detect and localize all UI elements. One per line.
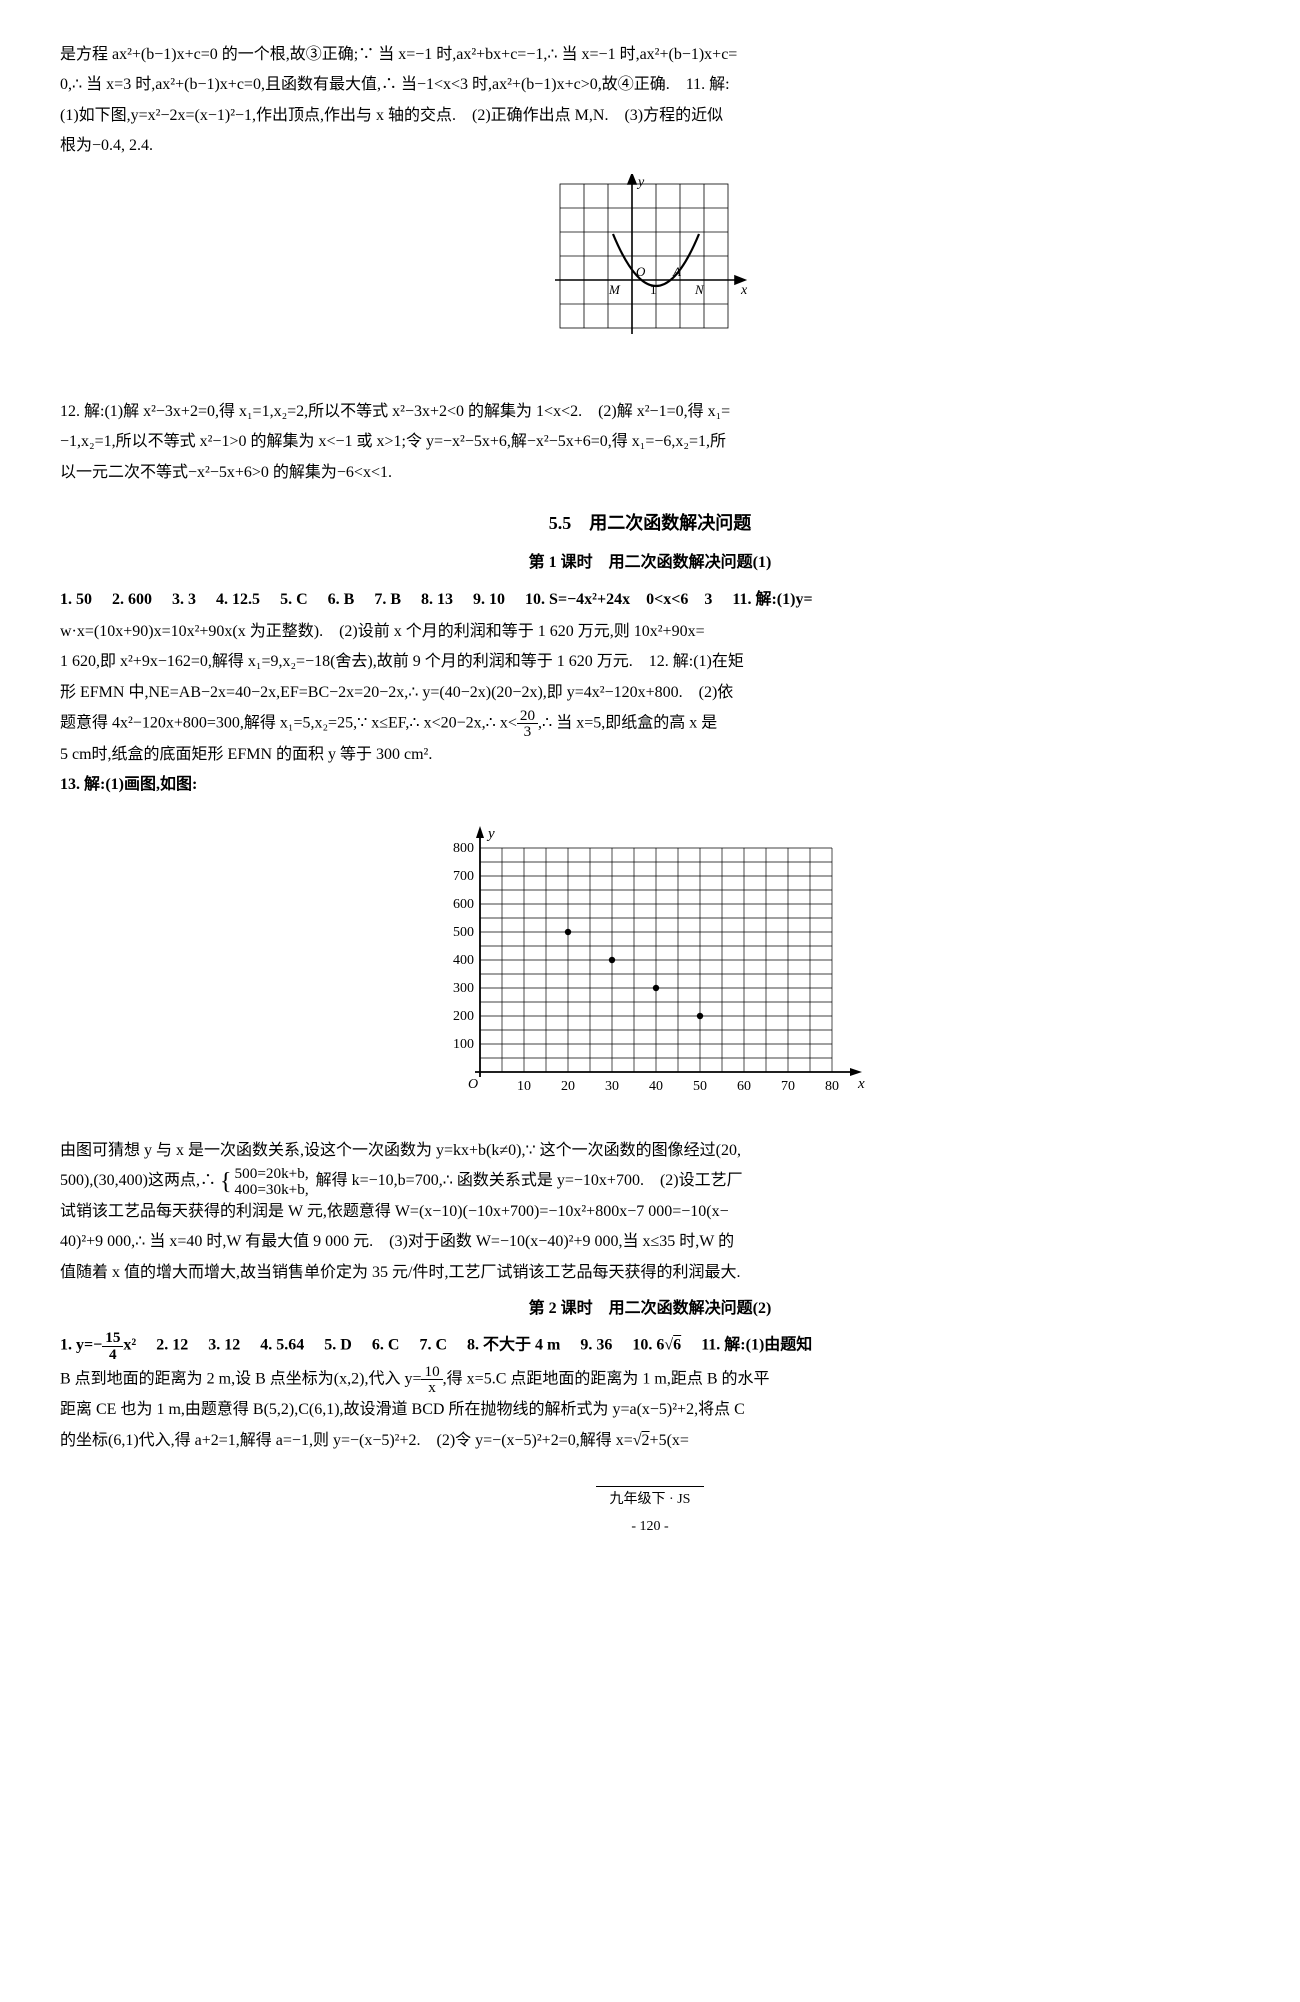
svg-text:y: y (486, 826, 495, 842)
answer: x² (123, 1337, 136, 1354)
svg-text:20: 20 (561, 1079, 575, 1094)
answer: 1. y=− (60, 1337, 102, 1354)
scatter-chart: 100 200 300 400 500 600 700 800 10 20 30 40 50… (60, 812, 1240, 1123)
subsection-title-1: 第 1 课时 用二次函数解决问题(1) (60, 548, 1240, 578)
answer: 7. B (374, 591, 401, 608)
answer: 5. C (280, 591, 308, 608)
answer: 4. 5.64 (260, 1337, 304, 1354)
y-axis-label: y (636, 175, 645, 190)
svg-text:40: 40 (649, 1079, 663, 1094)
point-m-label: M (608, 282, 621, 297)
svg-text:O: O (468, 1077, 478, 1092)
text: 解得 k=−10,b=700,∴ 函数关系式是 y=−10x+700. (2)设… (316, 1172, 743, 1189)
text: −1,x₂=1,所以不等式 x²−1>0 的解集为 x<−1 或 x>1;令 y… (60, 433, 726, 450)
question-12: 12. 解:(1)解 x²−3x+2=0,得 x₁=1,x₂=2,所以不等式 x… (60, 397, 1240, 488)
svg-text:200: 200 (453, 1009, 474, 1024)
svg-text:70: 70 (781, 1079, 795, 1094)
answer: 10. S=−4x²+24x 0<x<6 3 (525, 591, 712, 608)
svg-text:60: 60 (737, 1079, 751, 1094)
svg-text:x: x (857, 1076, 865, 1092)
svg-text:10: 10 (517, 1079, 531, 1094)
svg-text:80: 80 (825, 1079, 839, 1094)
text: 由图可猜想 y 与 x 是一次函数关系,设这个一次函数为 y=kx+b(k≠0)… (60, 1142, 741, 1159)
svg-text:600: 600 (453, 897, 474, 912)
text: 是方程 ax²+(b−1)x+c=0 的一个根,故③正确;∵ 当 x=−1 时,… (60, 46, 737, 63)
text: 形 EFMN 中,NE=AB−2x=40−2x,EF=BC−2x=20−2x,∴… (60, 684, 733, 701)
answers-block-2: 1. y=−154x² 2. 12 3. 12 4. 5.64 5. D 6. … (60, 1330, 1240, 1456)
fraction: 10x (421, 1364, 442, 1395)
answer: 6. C (372, 1337, 400, 1354)
point-n-label: N (694, 282, 705, 297)
text: 试销该工艺品每天获得的利润是 W 元,依题意得 W=(x−10)(−10x+70… (60, 1203, 729, 1220)
text: 13. 解:(1)画图,如图: (60, 776, 197, 793)
answer: 11. 解:(1)由题知 (701, 1337, 812, 1354)
svg-text:800: 800 (453, 841, 474, 856)
answer: 2. 600 (112, 591, 152, 608)
text: 0,∴ 当 x=3 时,ax²+(b−1)x+c=0,且函数有最大值,∴ 当−1… (60, 76, 730, 93)
text: 根为−0.4, 2.4. (60, 137, 153, 154)
text: B 点到地面的距离为 2 m,设 B 点坐标为(x,2),代入 y= (60, 1370, 421, 1387)
answer: 8. 不大于 4 m (467, 1337, 560, 1354)
answer: 1. 50 (60, 591, 92, 608)
answer: 4. 12.5 (216, 591, 260, 608)
paragraph-after-chart2: 由图可猜想 y 与 x 是一次函数关系,设这个一次函数为 y=kx+b(k≠0)… (60, 1136, 1240, 1288)
parabola-chart: y x O A M N 1 (60, 174, 1240, 385)
answer: 9. 36 (580, 1337, 612, 1354)
page-footer: 九年级下 · JS - 120 - (60, 1486, 1240, 1540)
answer: 10. 6 (632, 1337, 664, 1354)
answer: 5. D (324, 1337, 352, 1354)
answers-block-1: 1. 50 2. 600 3. 3 4. 12.5 5. C 6. B 7. B… (60, 585, 1240, 801)
answer: 7. C (419, 1337, 447, 1354)
text: 距离 CE 也为 1 m,由题意得 B(5,2),C(6,1),故设滑道 BCD… (60, 1401, 745, 1418)
answer: 8. 13 (421, 591, 453, 608)
sqrt: √2 (633, 1432, 650, 1449)
footer-grade: 九年级下 · JS (596, 1486, 705, 1514)
sqrt: √6 (664, 1337, 681, 1354)
answer: 11. 解:(1)y= (732, 591, 812, 608)
answer: 3. 12 (208, 1337, 240, 1354)
brace-system: 500=20k+b,400=30k+b, (232, 1166, 312, 1196)
answer: 9. 10 (473, 591, 505, 608)
text: 1 620,即 x²+9x−162=0,解得 x₁=9,x₂=−18(舍去),故… (60, 653, 744, 670)
text: 值随着 x 值的增大而增大,故当销售单价定为 35 元/件时,工艺厂试销该工艺品… (60, 1264, 740, 1281)
text: 以一元二次不等式−x²−5x+6>0 的解集为−6<x<1. (60, 464, 392, 481)
svg-text:100: 100 (453, 1037, 474, 1052)
answer: 6. B (328, 591, 355, 608)
text: 5 cm时,纸盒的底面矩形 EFMN 的面积 y 等于 300 cm². (60, 746, 432, 763)
svg-text:30: 30 (605, 1079, 619, 1094)
origin-label: O (636, 264, 646, 279)
svg-text:300: 300 (453, 981, 474, 996)
svg-text:400: 400 (453, 953, 474, 968)
x-axis-label: x (740, 283, 748, 298)
text: ,∴ 当 x=5,即纸盒的高 x 是 (538, 715, 717, 732)
point-a-label: A (672, 264, 681, 279)
section-title: 5.5 用二次函数解决问题 (60, 506, 1240, 540)
text: 500),(30,400)这两点,∴ (60, 1172, 216, 1189)
text: +5(x= (650, 1432, 689, 1449)
tick-1: 1 (650, 282, 657, 297)
svg-text:50: 50 (693, 1079, 707, 1094)
svg-text:500: 500 (453, 925, 474, 940)
svg-text:700: 700 (453, 869, 474, 884)
subsection-title-2: 第 2 课时 用二次函数解决问题(2) (60, 1294, 1240, 1324)
text: w·x=(10x+90)x=10x²+90x(x 为正整数). (2)设前 x … (60, 623, 705, 640)
text: ,得 x=5.C 点距地面的距离为 1 m,距点 B 的水平 (443, 1370, 770, 1387)
text: 40)²+9 000,∴ 当 x=40 时,W 有最大值 9 000 元. (3… (60, 1233, 734, 1250)
text: 的坐标(6,1)代入,得 a+2=1,解得 a=−1,则 y=−(x−5)²+2… (60, 1432, 633, 1449)
footer-page: - 120 - (631, 1519, 668, 1534)
answer: 2. 12 (156, 1337, 188, 1354)
text: 题意得 4x²−120x+800=300,解得 x₁=5,x₂=25,∵ x≤E… (60, 715, 517, 732)
text: 12. 解:(1)解 x²−3x+2=0,得 x₁=1,x₂=2,所以不等式 x… (60, 403, 730, 420)
fraction: 203 (517, 708, 538, 739)
answer: 3. 3 (172, 591, 196, 608)
fraction: 154 (102, 1330, 123, 1361)
text: (1)如下图,y=x²−2x=(x−1)²−1,作出顶点,作出与 x 轴的交点.… (60, 107, 723, 124)
paragraph-top: 是方程 ax²+(b−1)x+c=0 的一个根,故③正确;∵ 当 x=−1 时,… (60, 40, 1240, 162)
